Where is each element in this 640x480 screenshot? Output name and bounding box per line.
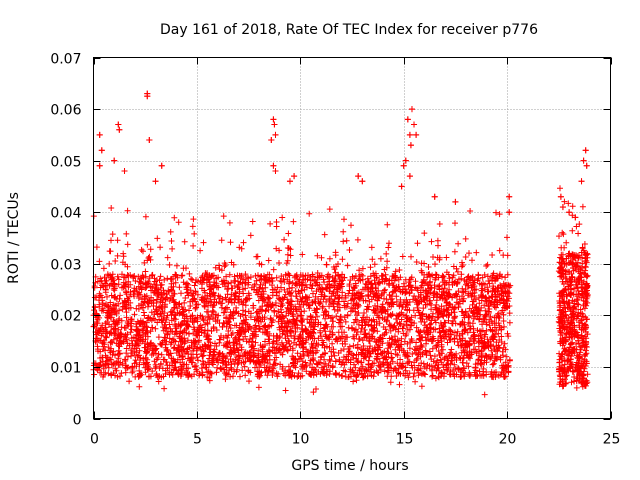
plot-frame [93,57,611,419]
roti-peak-point [506,209,513,216]
roti-peak-point [116,126,123,133]
y-tick-label: 0.06 [50,103,81,119]
y-tick-label: 0.07 [50,52,81,68]
roti-peak-point [400,162,407,169]
roti-peak-point [359,178,366,185]
roti-peak-point [406,173,413,180]
roti-peak-point [580,157,587,164]
roti-peak-point [271,121,278,128]
roti-peak-point [270,116,277,123]
roti-peak-point [452,198,459,205]
roti-peak-point [111,157,118,164]
x-tick-label: 25 [603,432,621,448]
roti-peak-point [398,183,405,190]
roti-peak-point [408,106,415,113]
y-tick-label: 0.03 [50,258,81,274]
x-tick-label: 10 [292,432,310,448]
x-tick-label: 0 [90,432,99,448]
chart-title: Day 161 of 2018, Rate Of TEC Index for r… [160,22,538,38]
y-tick-label: 0.04 [50,206,81,222]
roti-peak-point [268,137,275,144]
roti-peak-point [355,173,362,180]
y-tick-label: 0.05 [50,155,81,171]
roti-peak-point [583,162,590,169]
roti-peak-point [578,178,585,185]
roti-points [90,90,591,398]
roti-peak-point [158,162,165,169]
x-tick-label: 20 [499,432,517,448]
x-tick-label: 15 [396,432,414,448]
roti-peak-point [272,131,279,138]
y-tick-label: 0 [73,413,82,429]
roti-peak-point [506,193,513,200]
roti-peak-point [582,147,589,154]
roti-peak-point [557,193,564,200]
roti-peak-point [559,204,566,211]
axis-ticks [93,57,612,420]
roti-peak-point [152,178,159,185]
roti-peak-point [96,162,103,169]
y-tick-label: 0.02 [50,309,81,325]
roti-peak-point [572,214,579,221]
y-tick-label: 0.01 [50,361,81,377]
y-tick-labels: 0 0.01 0.02 0.03 0.04 0.05 0.06 0.07 [50,52,81,429]
x-axis-label: GPS time / hours [291,458,408,474]
roti-peak-point [413,131,420,138]
roti-peak-point [96,131,103,138]
roti-peak-point [121,167,128,174]
roti-peak-point [144,93,151,100]
data-points [90,90,591,398]
x-tick-labels: 0 5 10 15 20 25 [90,432,620,448]
roti-peak-point [407,142,414,149]
y-axis-label: ROTI / TECUs [6,192,22,284]
roti-peak-point [272,167,279,174]
x-tick-label: 5 [193,432,202,448]
roti-peak-point [98,147,105,154]
roti-peak-point [431,193,438,200]
roti-peak-point [291,173,298,180]
roti-peak-point [402,157,409,164]
roti-peak-point [566,209,573,216]
roti-peak-point [406,131,413,138]
roti-peak-point [146,137,153,144]
roti-peak-point [404,116,411,123]
roti-peak-point [286,178,293,185]
roti-peak-point [115,121,122,128]
roti-peak-point [270,162,277,169]
roti-peak-point [411,121,418,128]
